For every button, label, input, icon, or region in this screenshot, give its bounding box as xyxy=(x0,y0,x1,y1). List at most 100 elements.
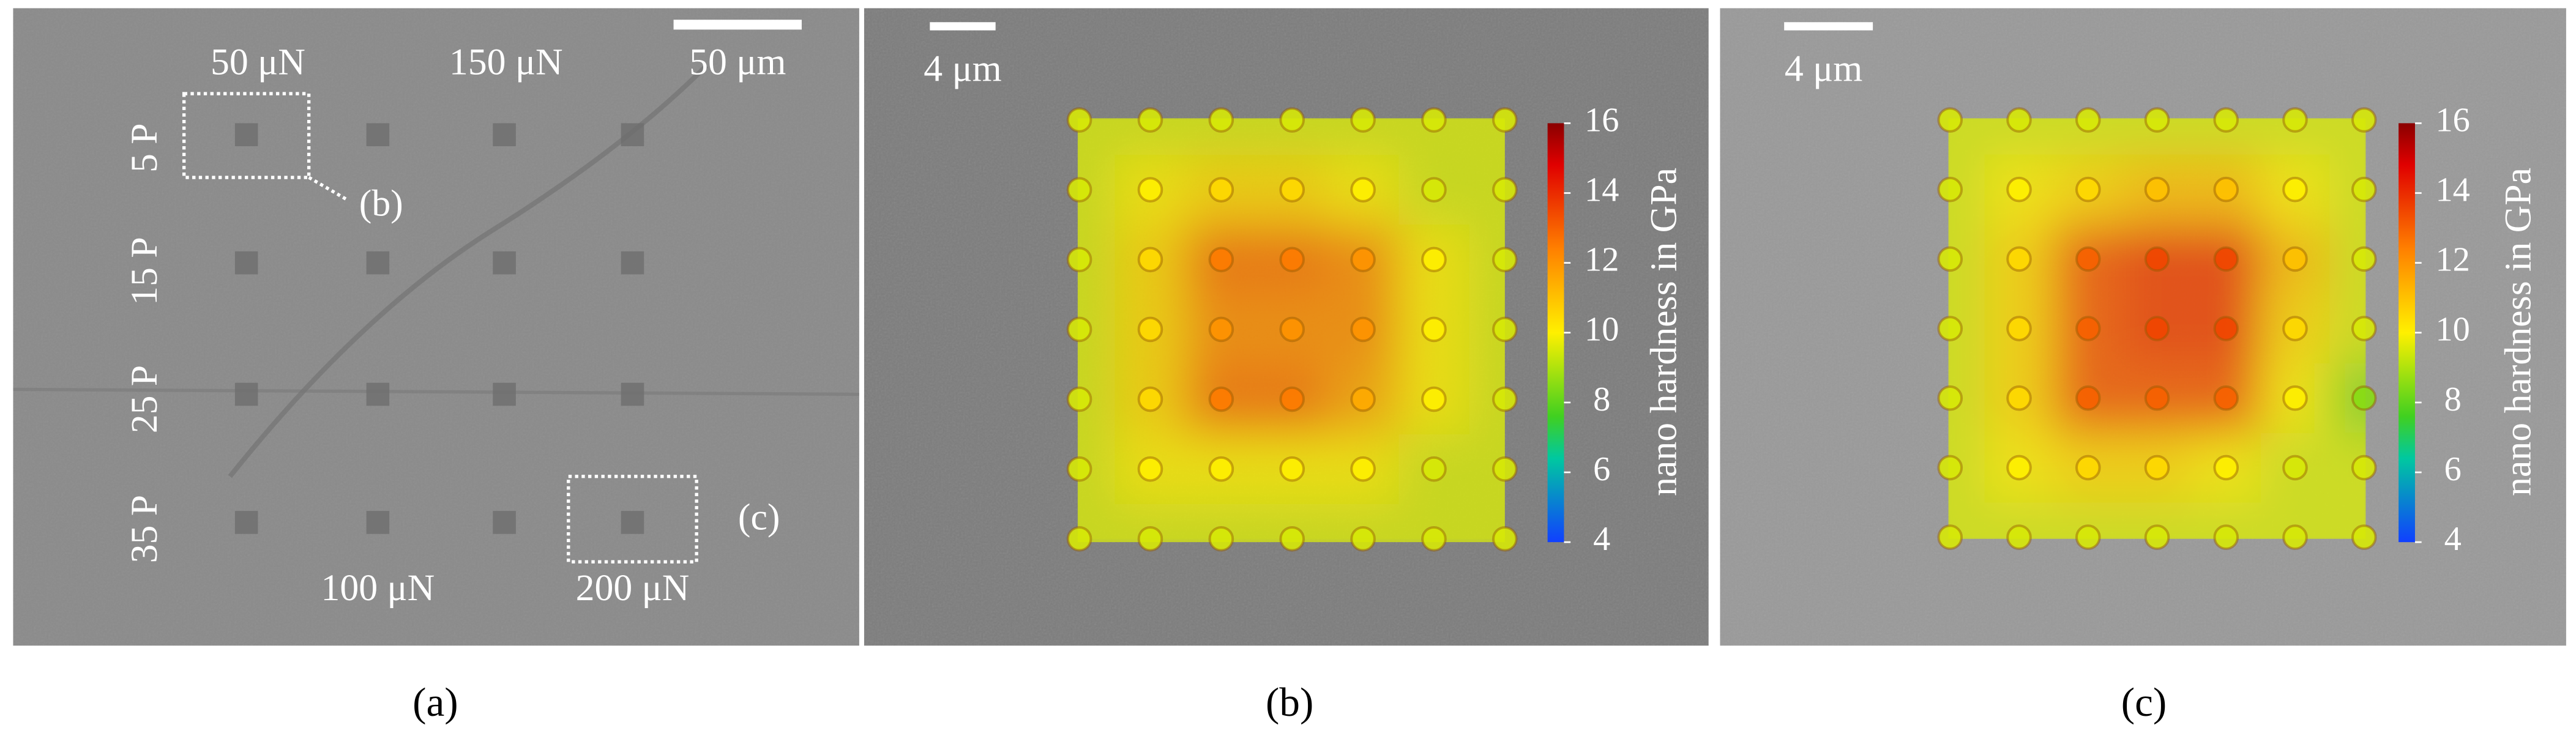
indent-point xyxy=(2006,385,2032,411)
colorbar-tick-label: 16 xyxy=(2435,101,2470,139)
callout-box xyxy=(567,475,698,564)
indent-point xyxy=(2075,316,2101,341)
indent-point xyxy=(2213,455,2239,481)
colorbar-ticks: 4 6 8 10 12 14 16 xyxy=(2414,101,2470,558)
indent-point xyxy=(2213,524,2239,550)
indent-point xyxy=(1137,247,1163,273)
indent-point xyxy=(1279,456,1305,482)
indent-point xyxy=(2006,524,2032,550)
colorbar-tick-label: 12 xyxy=(1585,241,1619,279)
indent-point xyxy=(2006,176,2032,203)
indent-point xyxy=(1137,316,1163,343)
indent-point xyxy=(1492,456,1518,482)
callout-label: (c) xyxy=(738,496,780,538)
scale-bar-label: 4 μm xyxy=(1785,48,1862,89)
indent-point xyxy=(1350,107,1376,133)
row-label: 25 P xyxy=(124,365,165,434)
row-label: 15 P xyxy=(124,237,165,305)
panel-label: (b) xyxy=(1266,679,1313,725)
indent-point xyxy=(1492,316,1518,343)
indent-point xyxy=(2282,176,2308,203)
indent-point xyxy=(1937,176,1963,203)
indent-point xyxy=(1208,316,1234,343)
indent-point xyxy=(1208,247,1234,273)
callout-box xyxy=(182,92,311,179)
indent-point xyxy=(1421,386,1447,412)
panel-label: (a) xyxy=(413,679,458,725)
indent-point xyxy=(2351,176,2377,203)
indent-point xyxy=(2075,246,2101,272)
colorbar xyxy=(1547,123,1564,543)
colorbar-tick-label: 6 xyxy=(2444,450,2462,488)
indent-point xyxy=(2213,316,2239,341)
indent-point xyxy=(2075,385,2101,411)
colorbar-ticks: 4 6 8 10 12 14 16 xyxy=(1564,101,1619,558)
indent-point xyxy=(2006,246,2032,272)
indent-point xyxy=(2351,246,2377,272)
indent-point xyxy=(1421,456,1447,482)
indent xyxy=(366,123,390,146)
indent-point xyxy=(1066,107,1092,133)
panel-label: (c) xyxy=(2121,679,2167,725)
colorbar-tick-label: 10 xyxy=(2435,311,2470,349)
scale-bar-label: 50 μm xyxy=(689,42,786,83)
indent-point xyxy=(1279,526,1305,552)
indent xyxy=(493,511,516,534)
indent-point xyxy=(1492,247,1518,273)
indent-point xyxy=(1208,526,1234,552)
indent-point xyxy=(1937,316,1963,341)
indent-point xyxy=(1208,177,1234,203)
indent xyxy=(234,511,258,534)
indent xyxy=(234,382,258,406)
scratch xyxy=(228,64,709,478)
indent-point xyxy=(1279,386,1305,412)
colorbar-tick-label: 12 xyxy=(2435,241,2470,279)
indent xyxy=(621,382,644,406)
panel-a: 50 μm 50 μN 150 μN 100 μN 200 μN 5 P 15 … xyxy=(13,8,859,646)
indent-point xyxy=(2213,385,2239,411)
colorbar-tick-label: 6 xyxy=(1593,450,1610,488)
callout-label: (b) xyxy=(359,183,403,225)
indent-point xyxy=(1137,526,1163,552)
colorbar-tick-label: 8 xyxy=(2444,381,2462,418)
indent-point xyxy=(2006,107,2032,133)
indent xyxy=(493,251,516,275)
indent-point xyxy=(1208,386,1234,412)
indent xyxy=(234,251,258,275)
indent-point xyxy=(2075,176,2101,203)
indent xyxy=(493,382,516,406)
indent-point xyxy=(2144,455,2170,481)
force-label: 200 μN xyxy=(576,567,690,609)
indent-point xyxy=(1208,107,1234,133)
indent-point xyxy=(1937,524,1963,550)
indent-point xyxy=(1350,247,1376,273)
indent-point xyxy=(2282,246,2308,272)
panel-c: 4 μm 4 6 8 10 12 14 16 nano hardness in GPa xyxy=(1720,8,2566,646)
indent-point xyxy=(1137,456,1163,482)
indent-point xyxy=(1492,526,1518,552)
indent-point xyxy=(2144,524,2170,550)
indent-point xyxy=(1937,455,1963,481)
callout-line xyxy=(308,176,349,202)
indent-point xyxy=(1937,385,1963,411)
colorbar-tick-label: 14 xyxy=(1585,171,1619,209)
panel-b: 4 μm 4 6 8 10 12 14 16 nano hardness in GPa xyxy=(864,8,1709,646)
indent-point xyxy=(2351,316,2377,341)
indent-point xyxy=(2006,316,2032,341)
indent-point xyxy=(1421,107,1447,133)
indent-point xyxy=(1279,316,1305,343)
indent-point xyxy=(2282,107,2308,133)
indent-point xyxy=(1066,526,1092,552)
indent-point xyxy=(1066,247,1092,273)
indent xyxy=(366,382,390,406)
texture xyxy=(13,8,859,646)
indent-point xyxy=(1066,456,1092,482)
hardness-map xyxy=(1937,107,2377,550)
indent-point xyxy=(2282,385,2308,411)
indent-point xyxy=(2144,385,2170,411)
indent-point xyxy=(1350,386,1376,412)
colorbar-title: nano hardness in GPa xyxy=(1643,168,1685,496)
indent-point xyxy=(1279,107,1305,133)
indent-grid xyxy=(234,123,644,534)
indent-point xyxy=(1279,247,1305,273)
